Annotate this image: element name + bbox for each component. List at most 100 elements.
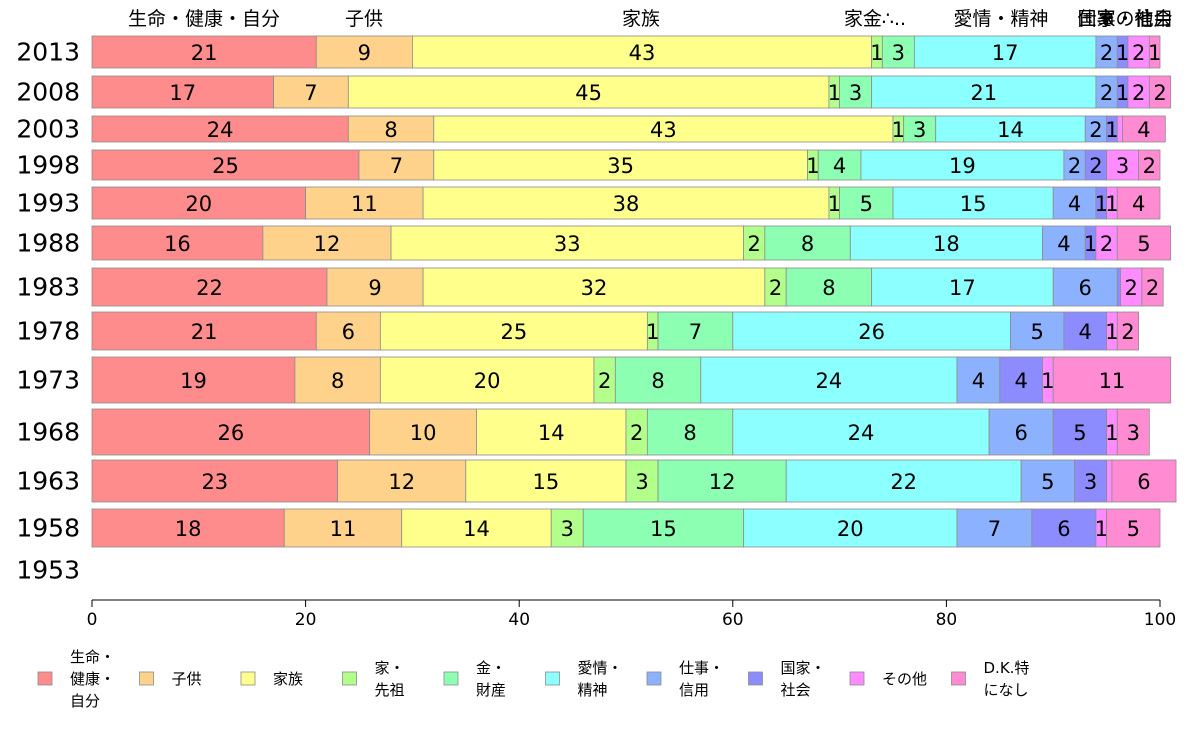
data-label: 19 bbox=[949, 154, 976, 178]
bar-segment bbox=[1020, 459, 1075, 503]
bar-segment bbox=[305, 186, 424, 220]
legend-label: その他 bbox=[882, 670, 927, 688]
bar-segment bbox=[411, 35, 873, 69]
bar-segment bbox=[1116, 225, 1172, 261]
data-label: 1 bbox=[1041, 369, 1054, 393]
bar-row-1963: 23 12 15 3 12 22 5 3 6 bbox=[91, 459, 1177, 503]
bar-segment bbox=[582, 508, 744, 548]
bar-segment bbox=[785, 267, 873, 307]
legend-swatch bbox=[342, 671, 357, 686]
data-label: 12 bbox=[314, 232, 341, 256]
bar-segment bbox=[646, 408, 734, 456]
bar-segment bbox=[1116, 311, 1140, 351]
data-label: 11 bbox=[1099, 369, 1126, 393]
x-tick-label: 100 bbox=[1144, 610, 1176, 630]
data-label: 3 bbox=[1127, 421, 1140, 445]
data-label: 7 bbox=[390, 154, 403, 178]
legend-label: 仕事・ bbox=[679, 659, 724, 677]
data-label: 2 bbox=[1143, 154, 1156, 178]
top-label: 家族 bbox=[622, 8, 660, 30]
data-label: 1 bbox=[1116, 41, 1129, 65]
data-label: 3 bbox=[892, 41, 905, 65]
bar-segment bbox=[91, 311, 317, 351]
year-labels: 2013 2008 2003 1998 1993 1988 1983 1978 1973 1968… bbox=[16, 38, 80, 585]
bar-segment bbox=[390, 225, 744, 261]
bar-segment bbox=[913, 35, 1097, 69]
data-label: 6 bbox=[1014, 421, 1027, 445]
legend-swatch bbox=[849, 671, 865, 686]
legend-item: 国家・社会 bbox=[748, 659, 826, 699]
year-label-2008: 2008 bbox=[16, 78, 80, 107]
data-label: 5 bbox=[1127, 517, 1140, 541]
bar-segment bbox=[422, 267, 766, 307]
data-label: 20 bbox=[474, 369, 501, 393]
bar-segment bbox=[91, 225, 264, 261]
data-label: 3 bbox=[849, 81, 862, 105]
data-label: 6 bbox=[1137, 470, 1150, 494]
data-label: 3 bbox=[1116, 154, 1129, 178]
data-label: 2 bbox=[1100, 232, 1113, 256]
bar-row-1988: 16 12 33 2 8 18 4 1 2 5 bbox=[91, 225, 1172, 261]
data-label: 12 bbox=[709, 470, 736, 494]
data-label: 9 bbox=[358, 41, 371, 65]
bar-segment bbox=[91, 267, 328, 307]
data-label: 2 bbox=[1132, 81, 1145, 105]
data-label: 17 bbox=[949, 276, 976, 300]
legend-item: 仕事・信用 bbox=[646, 659, 724, 699]
data-label: 25 bbox=[500, 320, 527, 344]
bar-segment bbox=[860, 149, 1065, 181]
bar-segment bbox=[91, 75, 274, 109]
data-label: 8 bbox=[822, 276, 835, 300]
legend-swatch bbox=[443, 671, 459, 686]
data-label: 24 bbox=[816, 369, 843, 393]
data-label: 15 bbox=[533, 470, 560, 494]
data-label: 32 bbox=[581, 276, 608, 300]
top-label: 子供 bbox=[345, 8, 383, 30]
year-label-2003: 2003 bbox=[16, 115, 80, 144]
bar-segment bbox=[700, 356, 958, 404]
bar-segment bbox=[91, 186, 307, 220]
bar-row-2013: 21 9 43 1 3 17 2 1 2 1 bbox=[91, 35, 1161, 69]
x-axis: 0 20 40 60 80 100 bbox=[87, 599, 1176, 630]
data-label: 1 bbox=[1105, 320, 1118, 344]
data-label: 11 bbox=[330, 517, 357, 541]
data-label: 19 bbox=[180, 369, 207, 393]
data-label: 6 bbox=[1079, 276, 1092, 300]
year-label-1958: 1958 bbox=[16, 514, 80, 543]
data-label: 1 bbox=[806, 154, 819, 178]
data-label: 2 bbox=[1089, 118, 1102, 142]
data-label: 2 bbox=[598, 369, 611, 393]
legend-label: 先祖 bbox=[375, 681, 405, 699]
data-label: 26 bbox=[858, 320, 885, 344]
data-label: 22 bbox=[196, 276, 223, 300]
bar-row-1958: 18 11 14 3 15 20 7 6 1 5 bbox=[91, 508, 1161, 548]
data-label: 8 bbox=[384, 118, 397, 142]
bar-segment bbox=[743, 508, 958, 548]
data-label: 2 bbox=[1146, 276, 1159, 300]
data-label: 1 bbox=[1105, 421, 1118, 445]
legend-label: 家族 bbox=[273, 670, 303, 688]
data-label: 5 bbox=[1041, 470, 1054, 494]
data-label: 6 bbox=[1057, 517, 1070, 541]
data-label: 5 bbox=[860, 192, 873, 216]
top-label: 生命・健康・自分 bbox=[128, 8, 280, 30]
bar-segment bbox=[817, 149, 862, 181]
bar-segment bbox=[91, 508, 285, 548]
data-label: 3 bbox=[561, 517, 574, 541]
data-label: 4 bbox=[1132, 192, 1145, 216]
bar-segment bbox=[550, 508, 584, 548]
bar-segment bbox=[262, 225, 392, 261]
bar-row-1998: 25 7 35 1 4 19 2 2 3 2 bbox=[91, 149, 1161, 181]
bars: 21 9 43 1 3 17 2 1 2 117 7 45 1 3 21 2 1 2 224 8 43 1 3 14 2 1 425… bbox=[91, 35, 1177, 548]
bar-segment bbox=[1141, 267, 1164, 307]
bar-segment bbox=[401, 508, 552, 548]
year-label-1973: 1973 bbox=[16, 366, 80, 395]
legend-label: 社会 bbox=[781, 681, 811, 699]
top-label: 家金∴.. bbox=[844, 8, 906, 30]
bar-segment bbox=[465, 459, 627, 503]
top-label: 愛情・精神 bbox=[953, 8, 1048, 30]
bar-segment bbox=[1052, 186, 1097, 220]
